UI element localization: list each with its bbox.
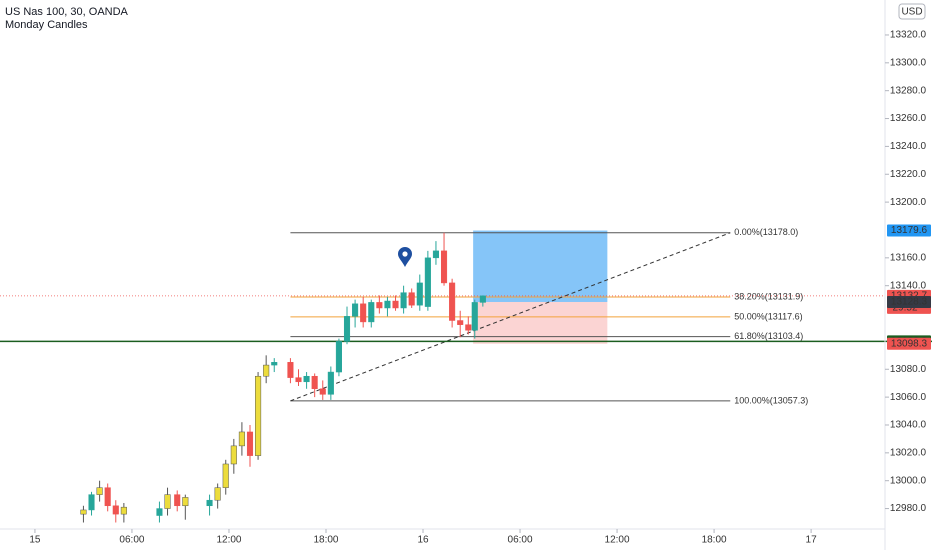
y-tick-label: 13260.0 (890, 113, 927, 124)
y-tick-label: 13320.0 (890, 30, 927, 41)
candle-body (112, 505, 119, 515)
x-tick-label: 17 (806, 535, 818, 546)
candle-body (392, 300, 399, 309)
x-tick-label: 18:00 (313, 535, 338, 546)
target-zone (473, 230, 608, 302)
candle-body (222, 463, 229, 488)
map-pin (398, 247, 412, 267)
candle-body (214, 487, 221, 501)
candle-body (327, 371, 334, 395)
candle-body (238, 431, 245, 447)
candle-body (376, 302, 383, 309)
candle-body (471, 302, 478, 331)
price-tag-label: 13098.3 (891, 338, 928, 349)
price-tag (887, 337, 931, 350)
candle-body (360, 303, 367, 323)
candle-body (400, 292, 407, 309)
candle-body (479, 295, 486, 303)
plot-area: 0.00%(13178.0) 38.20%(13131.9) 50.00%(1311… (0, 227, 932, 523)
candle-body (104, 487, 111, 507)
price-tag-label: 13179.6 (891, 225, 928, 236)
candle-body (449, 282, 456, 321)
y-tick-label: 13040.0 (890, 420, 927, 431)
candle-body (120, 506, 127, 515)
y-tick-label: 13060.0 (890, 392, 927, 403)
candle-body (230, 445, 237, 465)
currency-box[interactable] (898, 3, 926, 20)
y-tick-label: 13280.0 (890, 85, 927, 96)
candle-body (287, 362, 294, 378)
candle-body (263, 364, 270, 377)
y-tick-label: 13160.0 (890, 252, 927, 263)
y-tick-label: 13200.0 (890, 197, 927, 208)
fib-label: 38.20%(13131.9) (734, 291, 803, 301)
candle-body (255, 375, 262, 456)
candle-body (96, 487, 103, 495)
candle-body (457, 320, 464, 325)
candle-body (295, 377, 302, 383)
currency[interactable]: USD (901, 7, 922, 18)
candle-body (440, 250, 448, 284)
candle-body (164, 494, 171, 509)
price-tag-label: 13128.3 (891, 297, 928, 308)
candle-body (465, 324, 472, 331)
x-tick-label: 12:00 (605, 535, 630, 546)
y-tick-label: 13300.0 (890, 57, 927, 68)
candle-body (182, 497, 189, 507)
candle-body (156, 508, 163, 516)
candle-body (303, 375, 310, 383)
y-tick-label: 13080.0 (890, 364, 927, 375)
y-tick-label: 13240.0 (890, 141, 927, 152)
fib-label: 50.00%(13117.6) (734, 311, 802, 321)
indicator-name: Monday Candles (5, 19, 88, 31)
candle-body (432, 250, 439, 259)
candle-body (311, 375, 318, 390)
candle-body (368, 302, 375, 323)
candle-body (343, 316, 351, 342)
countdown: 29:52 (892, 302, 917, 313)
x-tick-label: 18:00 (702, 535, 727, 546)
fib-label: 61.80%(13103.4) (734, 331, 803, 341)
y-tick-label: 13020.0 (890, 447, 927, 458)
fib-label: 0.00%(13178.0) (734, 227, 798, 237)
candle-body (424, 257, 431, 307)
candle-body (416, 282, 423, 306)
candle-body (174, 494, 181, 507)
x-tick-label: 12:00 (216, 535, 241, 546)
y-tick-label: 13220.0 (890, 169, 927, 180)
chart-title: US Nas 100, 30, OANDA (5, 6, 129, 18)
candle-body (271, 362, 278, 366)
y-tick-label: 13140.0 (890, 280, 927, 291)
fib-label: 100.00%(13057.3) (734, 395, 808, 405)
candle-body (206, 499, 213, 507)
x-tick-label: 06:00 (119, 535, 144, 546)
candle-body (352, 303, 359, 317)
candle-body (335, 341, 342, 373)
trend-line (290, 232, 731, 402)
candle-body (80, 509, 87, 515)
x-tick-label: 16 (417, 535, 429, 546)
y-tick-label: 12980.0 (890, 503, 927, 514)
candle-body (408, 292, 415, 306)
candle-body (88, 494, 95, 511)
price-tag (887, 295, 931, 308)
candle-body (246, 431, 254, 456)
candle-body (384, 300, 391, 309)
candle-body (319, 388, 326, 395)
y-tick-label: 13000.0 (890, 475, 927, 486)
x-tick-label: 06:00 (508, 535, 533, 546)
price-tag (887, 224, 931, 237)
x-tick-label: 15 (29, 535, 41, 546)
